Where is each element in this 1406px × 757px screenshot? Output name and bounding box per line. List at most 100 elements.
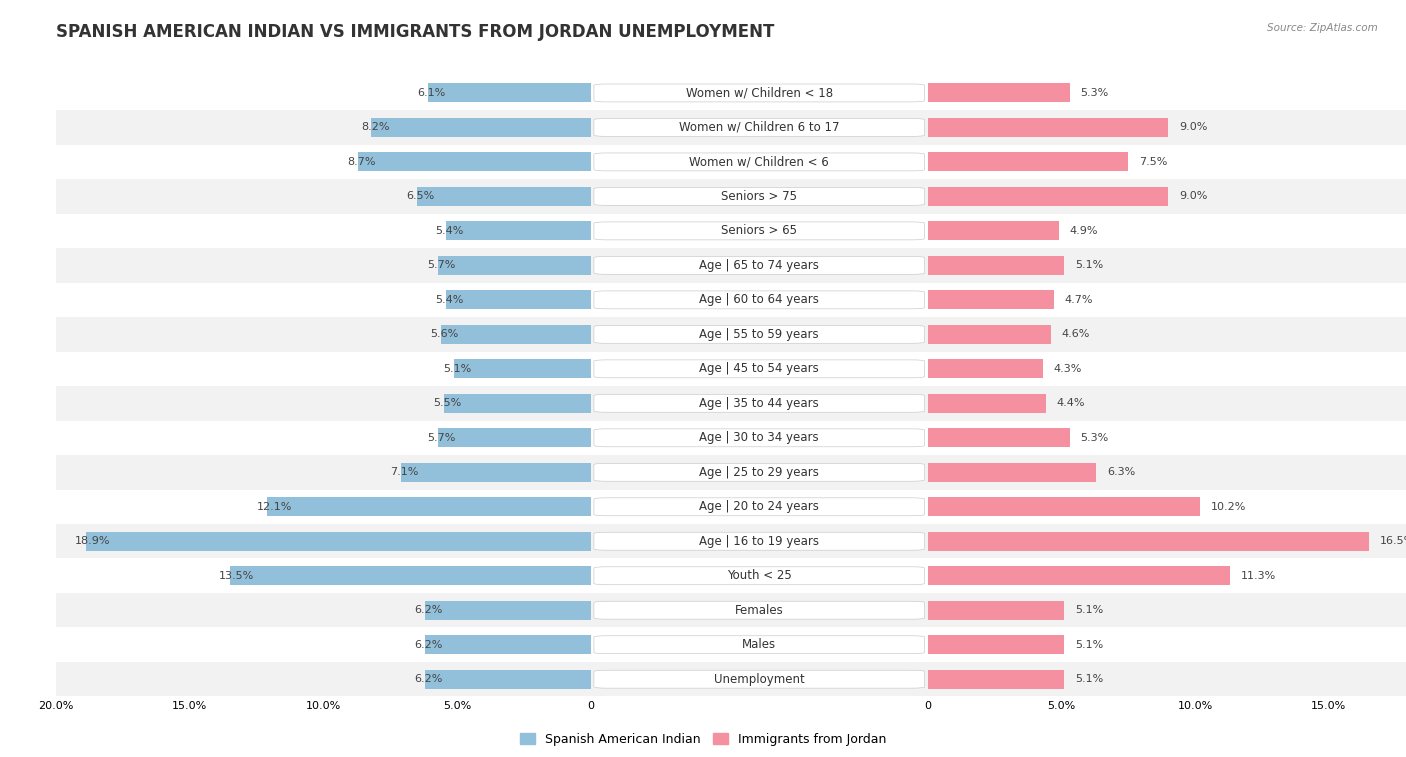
Text: 5.7%: 5.7% xyxy=(427,433,456,443)
Text: 6.2%: 6.2% xyxy=(415,674,443,684)
Bar xyxy=(591,490,928,524)
Bar xyxy=(394,628,1406,662)
Bar xyxy=(394,421,1406,455)
Text: 5.6%: 5.6% xyxy=(430,329,458,339)
Bar xyxy=(928,291,1053,310)
Bar xyxy=(591,282,928,317)
FancyBboxPatch shape xyxy=(593,567,925,584)
Text: 9.0%: 9.0% xyxy=(1180,123,1208,132)
FancyBboxPatch shape xyxy=(593,636,925,654)
Bar xyxy=(591,111,928,145)
FancyBboxPatch shape xyxy=(593,360,925,378)
Text: 5.3%: 5.3% xyxy=(1080,88,1108,98)
Bar xyxy=(439,256,591,275)
FancyBboxPatch shape xyxy=(593,291,925,309)
Bar xyxy=(56,386,1125,421)
Bar xyxy=(928,463,1097,481)
FancyBboxPatch shape xyxy=(593,601,925,619)
Bar xyxy=(928,187,1168,206)
Text: 5.1%: 5.1% xyxy=(1074,674,1104,684)
Bar xyxy=(928,670,1064,689)
Text: 8.2%: 8.2% xyxy=(361,123,389,132)
Text: Age | 16 to 19 years: Age | 16 to 19 years xyxy=(699,534,820,548)
Bar xyxy=(928,360,1043,378)
Bar xyxy=(394,351,1406,386)
Bar xyxy=(454,360,591,378)
Bar xyxy=(394,455,1406,490)
Bar xyxy=(928,152,1129,171)
Text: SPANISH AMERICAN INDIAN VS IMMIGRANTS FROM JORDAN UNEMPLOYMENT: SPANISH AMERICAN INDIAN VS IMMIGRANTS FR… xyxy=(56,23,775,41)
Text: 5.1%: 5.1% xyxy=(1074,640,1104,650)
Text: 5.1%: 5.1% xyxy=(1074,606,1104,615)
FancyBboxPatch shape xyxy=(593,188,925,205)
Bar xyxy=(394,179,1406,213)
FancyBboxPatch shape xyxy=(593,153,925,171)
FancyBboxPatch shape xyxy=(593,428,925,447)
FancyBboxPatch shape xyxy=(593,326,925,344)
Text: 5.4%: 5.4% xyxy=(436,226,464,236)
Bar xyxy=(591,421,928,455)
Text: Age | 30 to 34 years: Age | 30 to 34 years xyxy=(699,431,820,444)
Text: 6.3%: 6.3% xyxy=(1107,467,1135,477)
Text: Source: ZipAtlas.com: Source: ZipAtlas.com xyxy=(1267,23,1378,33)
Bar xyxy=(56,351,1125,386)
Bar xyxy=(928,531,1369,551)
FancyBboxPatch shape xyxy=(593,532,925,550)
Text: Age | 20 to 24 years: Age | 20 to 24 years xyxy=(699,500,820,513)
Bar xyxy=(394,524,1406,559)
Text: 5.4%: 5.4% xyxy=(436,295,464,305)
Bar xyxy=(56,455,1125,490)
Text: Women w/ Children < 6: Women w/ Children < 6 xyxy=(689,155,830,168)
Bar xyxy=(371,118,591,137)
Bar xyxy=(425,670,591,689)
Bar xyxy=(425,635,591,654)
Bar xyxy=(928,325,1050,344)
Bar xyxy=(591,662,928,696)
Text: 4.9%: 4.9% xyxy=(1070,226,1098,236)
Bar xyxy=(56,559,1125,593)
Text: 6.5%: 6.5% xyxy=(406,192,434,201)
Text: Age | 55 to 59 years: Age | 55 to 59 years xyxy=(699,328,820,341)
Bar xyxy=(928,394,1046,413)
Bar xyxy=(591,386,928,421)
Bar xyxy=(928,221,1059,241)
Bar xyxy=(591,76,928,111)
Text: Seniors > 75: Seniors > 75 xyxy=(721,190,797,203)
Text: Women w/ Children < 18: Women w/ Children < 18 xyxy=(686,86,832,99)
Bar xyxy=(928,497,1201,516)
Bar xyxy=(56,317,1125,351)
Bar xyxy=(928,118,1168,137)
Bar xyxy=(394,76,1406,111)
Text: 5.3%: 5.3% xyxy=(1080,433,1108,443)
Text: Youth < 25: Youth < 25 xyxy=(727,569,792,582)
Text: Females: Females xyxy=(735,604,783,617)
Bar xyxy=(56,145,1125,179)
Bar xyxy=(439,428,591,447)
Text: Women w/ Children 6 to 17: Women w/ Children 6 to 17 xyxy=(679,121,839,134)
Bar xyxy=(394,317,1406,351)
Bar xyxy=(591,213,928,248)
Bar xyxy=(446,291,591,310)
Bar xyxy=(394,213,1406,248)
Text: 5.1%: 5.1% xyxy=(1074,260,1104,270)
Text: 4.3%: 4.3% xyxy=(1053,364,1081,374)
Text: 18.9%: 18.9% xyxy=(75,536,111,547)
Text: Males: Males xyxy=(742,638,776,651)
FancyBboxPatch shape xyxy=(593,463,925,481)
Bar xyxy=(56,248,1125,282)
Text: 7.5%: 7.5% xyxy=(1139,157,1167,167)
Bar xyxy=(425,601,591,620)
FancyBboxPatch shape xyxy=(593,222,925,240)
Bar xyxy=(444,394,591,413)
Bar xyxy=(56,76,1125,111)
Bar xyxy=(591,317,928,351)
FancyBboxPatch shape xyxy=(593,498,925,516)
Bar xyxy=(56,213,1125,248)
Text: 6.1%: 6.1% xyxy=(418,88,446,98)
Bar xyxy=(394,490,1406,524)
Bar xyxy=(56,593,1125,628)
Bar xyxy=(591,248,928,282)
Bar xyxy=(267,497,591,516)
FancyBboxPatch shape xyxy=(593,118,925,136)
Bar xyxy=(446,221,591,241)
